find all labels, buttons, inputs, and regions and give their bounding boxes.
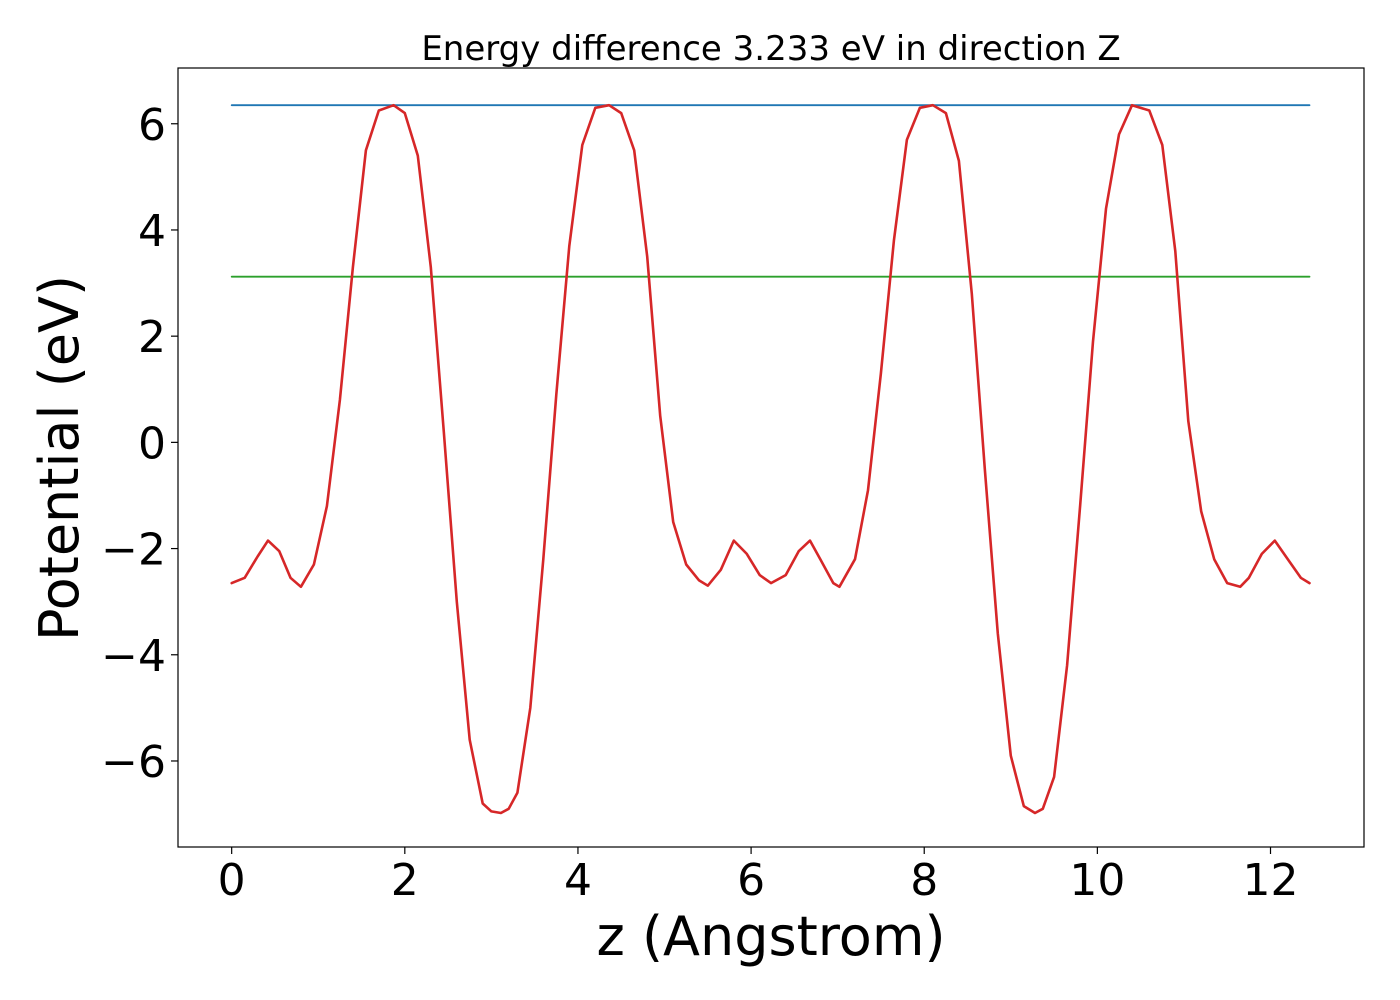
- y-axis-label: Potential (eV): [28, 275, 91, 641]
- x-tick-label: 0: [218, 855, 246, 906]
- y-tick-label: −6: [101, 737, 166, 788]
- y-tick-label: 4: [138, 206, 166, 257]
- chart-title: Energy difference 3.233 eV in direction …: [421, 29, 1120, 69]
- x-tick-label: 2: [391, 855, 419, 906]
- y-tick-label: −4: [101, 631, 166, 682]
- x-tick-label: 4: [564, 855, 592, 906]
- y-tick-label: 6: [138, 100, 166, 151]
- plot-frame: [177, 67, 1365, 848]
- x-tick-label: 12: [1243, 855, 1299, 906]
- x-axis-label: z (Angstrom): [596, 905, 945, 968]
- x-tick-label: 8: [910, 855, 938, 906]
- x-tick-label: 6: [737, 855, 765, 906]
- x-tick-label: 10: [1069, 855, 1125, 906]
- y-tick-label: 2: [138, 312, 166, 363]
- y-tick-label: −2: [101, 525, 166, 576]
- plot-area: 0 2 4 6 8 10 12 −6 −4 −2 0 2 4 6: [101, 67, 1365, 906]
- y-tick-label: 0: [138, 418, 166, 469]
- series-line-2: [230, 103, 1311, 815]
